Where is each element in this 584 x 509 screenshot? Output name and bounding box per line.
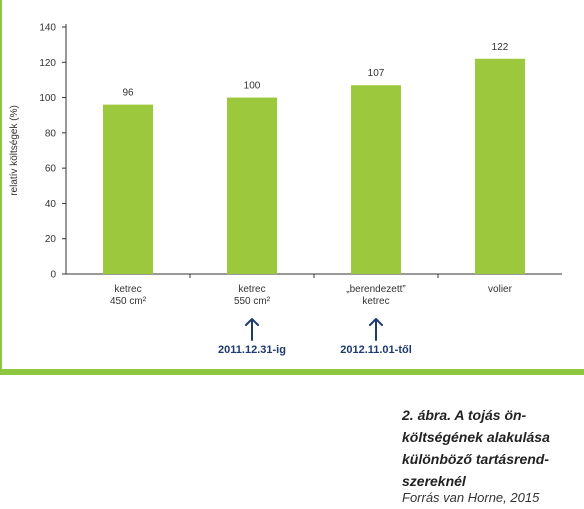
- annotation-label: 2011.12.31-ig: [218, 344, 286, 356]
- caption-line: költségének alakulása: [402, 429, 550, 445]
- figure-caption: 2. ábra. A tojás ön- költségének alakulá…: [402, 404, 582, 492]
- annotation-label: 2012.11.01-től: [340, 344, 412, 356]
- caption-line: szereknél: [402, 473, 466, 489]
- data-label: 107: [368, 68, 385, 79]
- data-label: 100: [244, 81, 261, 92]
- x-tick-label: ketrec: [238, 284, 265, 295]
- chart-frame: 0 20 40 60 80 100 120 140 relatív költségek (%) 9…: [0, 0, 584, 375]
- caption-line: különböző tartásrend-: [402, 451, 550, 467]
- arrow-up-icon: [369, 318, 383, 341]
- y-tick-label: 140: [39, 23, 56, 34]
- y-tick-label: 0: [50, 270, 56, 281]
- y-tick-label: 40: [45, 199, 57, 210]
- x-tick-label: „berendezett”: [346, 284, 405, 295]
- data-label: 96: [122, 88, 134, 99]
- arrow-up-icon: [245, 318, 259, 341]
- y-axis-label: relatív költségek (%): [9, 105, 20, 196]
- bar: [351, 85, 401, 274]
- x-tick-label: ketrec: [362, 296, 389, 307]
- x-tick-label: ketrec: [114, 284, 141, 295]
- data-label: 122: [492, 42, 509, 53]
- caption-line: 2. ábra. A tojás ön-: [402, 407, 527, 423]
- chart-panel: 0 20 40 60 80 100 120 140 relatív költségek (%) 9…: [2, 0, 584, 369]
- y-tick-label: 100: [39, 93, 56, 104]
- y-tick-label: 120: [39, 58, 56, 69]
- y-tick-label: 60: [45, 164, 57, 175]
- x-tick-label: 550 cm²: [234, 296, 271, 307]
- bar: [227, 97, 277, 274]
- figure-source: Forrás van Horne, 2015: [402, 490, 540, 505]
- bar: [475, 58, 525, 274]
- bar-chart: 0 20 40 60 80 100 120 140 relatív költségek (%) 9…: [9, 23, 562, 356]
- x-tick-label: 450 cm²: [110, 296, 147, 307]
- x-tick-label: volier: [488, 284, 513, 295]
- y-tick-label: 20: [45, 234, 57, 245]
- bar: [103, 104, 153, 274]
- y-tick-label: 80: [45, 128, 57, 139]
